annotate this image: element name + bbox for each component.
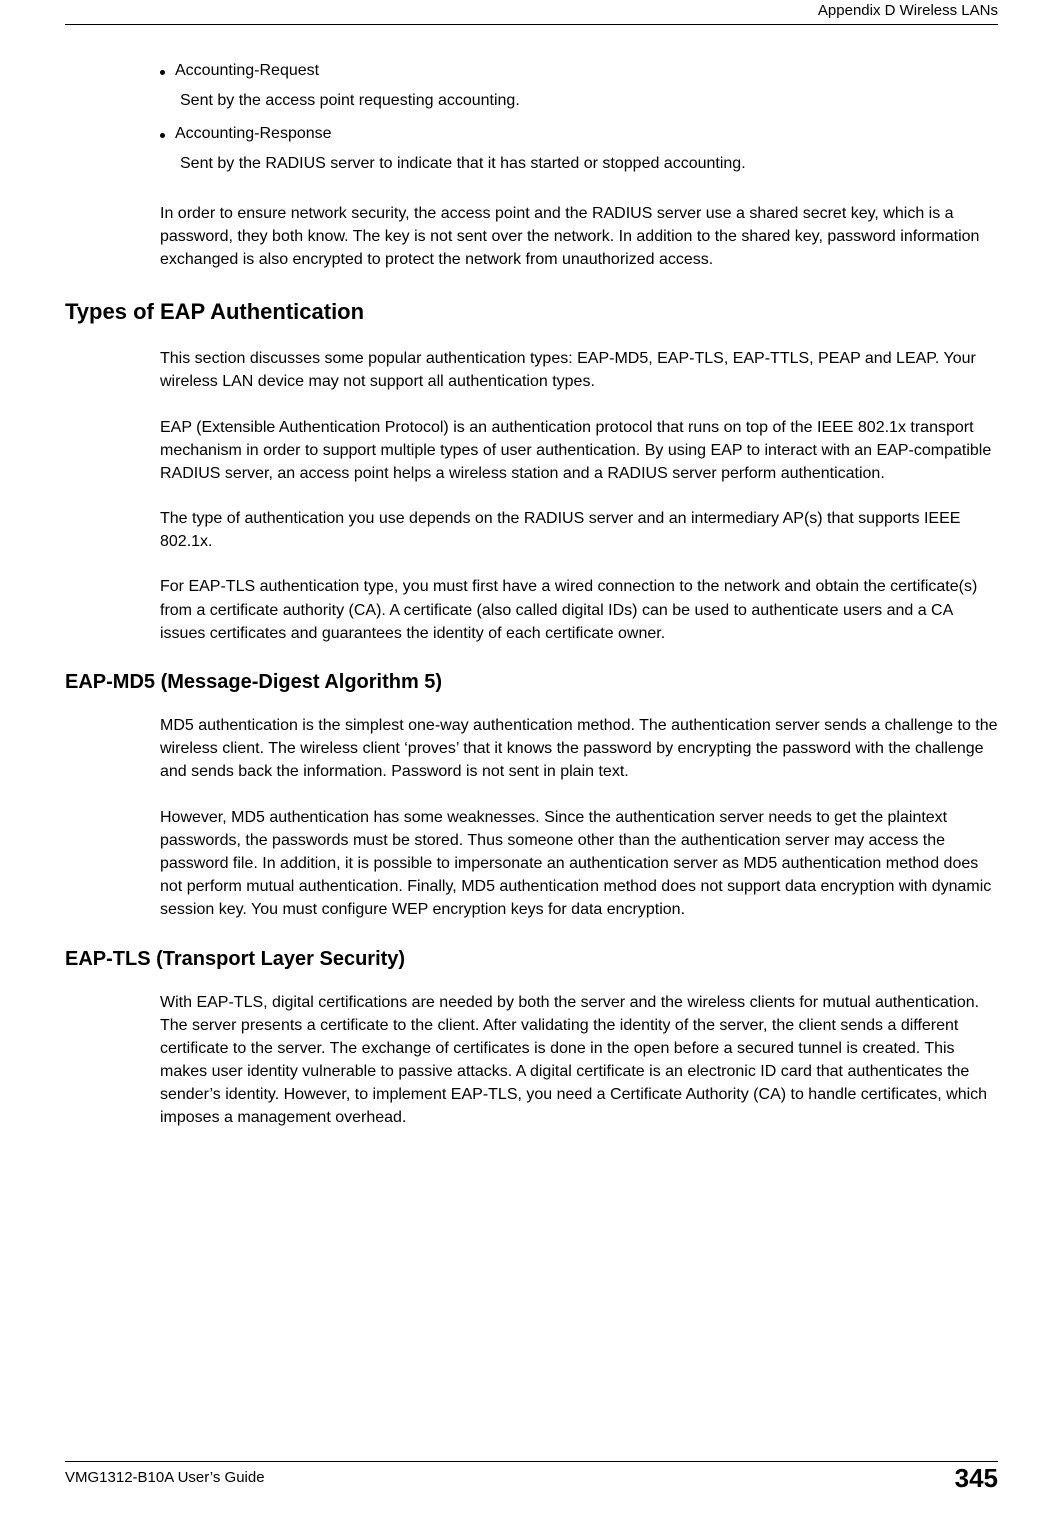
bullet-icon	[160, 70, 165, 75]
bullet-desc: Sent by the RADIUS server to indicate th…	[180, 153, 998, 175]
section-heading-md5: EAP-MD5 (Message-Digest Algorithm 5)	[65, 671, 998, 694]
section-heading-tls: EAP-TLS (Transport Layer Security)	[65, 948, 998, 971]
bullet-term-line: Accounting-Response	[160, 123, 998, 145]
paragraph: In order to ensure network security, the…	[160, 202, 998, 272]
intro-block: In order to ensure network security, the…	[160, 202, 998, 272]
footer-guide: VMG1312-B10A User’s Guide	[65, 1469, 265, 1486]
page: Appendix D Wireless LANs Accounting-Requ…	[0, 0, 1063, 1524]
paragraph: MD5 authentication is the simplest one-w…	[160, 714, 998, 784]
list-item: Accounting-Response Sent by the RADIUS s…	[160, 123, 998, 176]
paragraph: EAP (Extensible Authentication Protocol)…	[160, 416, 998, 486]
bullet-term: Accounting-Response	[175, 123, 332, 145]
content-area: Accounting-Request Sent by the access po…	[65, 60, 998, 1434]
bullet-term-line: Accounting-Request	[160, 60, 998, 82]
bullet-list: Accounting-Request Sent by the access po…	[160, 60, 998, 176]
paragraph: This section discusses some popular auth…	[160, 347, 998, 393]
page-number: 345	[955, 1463, 998, 1494]
footer-rule	[65, 1461, 998, 1462]
paragraph: With EAP-TLS, digital certifications are…	[160, 991, 998, 1130]
paragraph: For EAP-TLS authentication type, you mus…	[160, 575, 998, 645]
paragraph: The type of authentication you use depen…	[160, 507, 998, 553]
header-rule	[65, 24, 998, 25]
bullet-desc: Sent by the access point requesting acco…	[180, 90, 998, 112]
bullet-term: Accounting-Request	[175, 60, 319, 82]
section2-block: MD5 authentication is the simplest one-w…	[160, 714, 998, 922]
section1-block: This section discusses some popular auth…	[160, 347, 998, 645]
list-item: Accounting-Request Sent by the access po…	[160, 60, 998, 113]
bullet-icon	[160, 133, 165, 138]
paragraph: However, MD5 authentication has some wea…	[160, 806, 998, 922]
running-header: Appendix D Wireless LANs	[818, 2, 998, 19]
section-heading-types: Types of EAP Authentication	[65, 299, 998, 325]
section3-block: With EAP-TLS, digital certifications are…	[160, 991, 998, 1130]
